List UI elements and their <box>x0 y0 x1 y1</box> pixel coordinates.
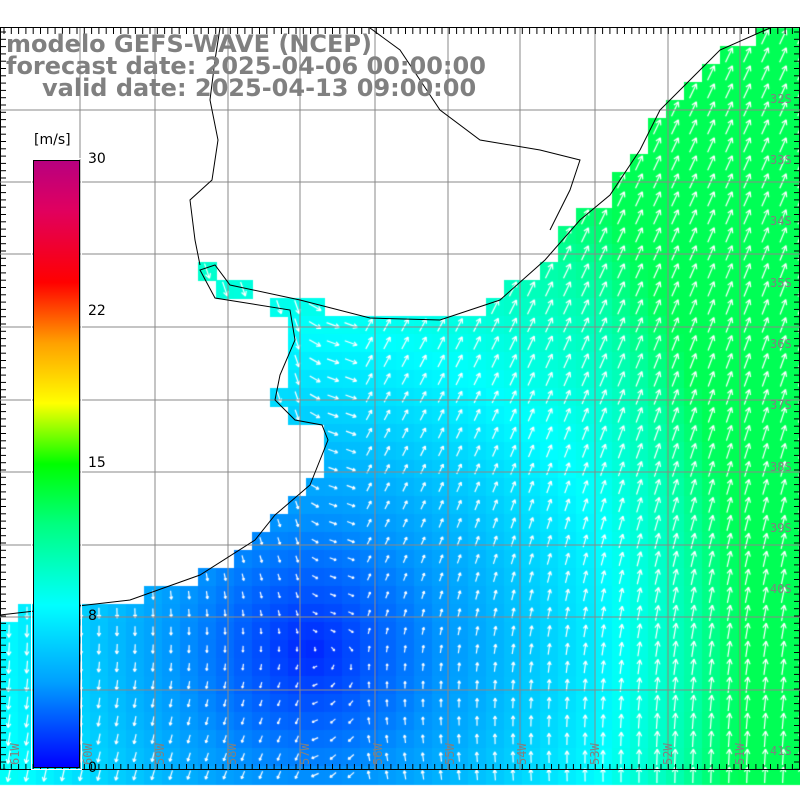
colorbar-tick-15: 15 <box>88 455 106 471</box>
latitude-label: 37S <box>770 398 792 412</box>
colorbar-tick-22: 22 <box>88 303 106 319</box>
latitude-label: 33S <box>770 153 792 167</box>
colorbar <box>33 160 80 768</box>
model-title: modelo GEFS-WAVE (NCEP) <box>6 30 372 58</box>
longitude-label: 61W <box>8 743 22 765</box>
colorbar-unit: [m/s] <box>34 132 71 148</box>
latitude-label: 32S <box>770 92 792 106</box>
longitude-label: 51W <box>733 743 747 765</box>
latitude-label: 38S <box>770 460 792 474</box>
forecast-date: forecast date: 2025-04-06 00:00:00 <box>6 52 486 80</box>
longitude-label: 59W <box>153 743 167 765</box>
longitude-label: 54W <box>515 743 529 765</box>
longitude-label: 52W <box>661 743 675 765</box>
longitude-label: 53W <box>588 743 602 765</box>
latitude-label: 41S <box>770 744 792 758</box>
colorbar-tick-30: 30 <box>88 151 106 167</box>
latitude-label: 39S <box>770 521 792 535</box>
longitude-label: 57W <box>298 743 312 765</box>
latitude-label: 35S <box>770 276 792 290</box>
longitude-label: 56W <box>371 743 385 765</box>
colorbar-tick-0: 0 <box>88 760 97 776</box>
valid-date: valid date: 2025-04-13 09:00:00 <box>42 74 477 102</box>
latitude-label: 34S <box>770 214 792 228</box>
latitude-label: 40S <box>770 582 792 596</box>
map-frame <box>0 27 800 770</box>
coastline <box>0 27 771 616</box>
longitude-label: 58W <box>225 743 239 765</box>
longitude-label: 55W <box>443 743 457 765</box>
colorbar-frame <box>31 158 82 770</box>
uruguay-river <box>189 27 221 266</box>
colorbar-tick-8: 8 <box>88 608 97 624</box>
border-line <box>369 27 581 231</box>
latitude-label: 36S <box>770 337 792 351</box>
longitude-label: 60W <box>81 743 95 765</box>
